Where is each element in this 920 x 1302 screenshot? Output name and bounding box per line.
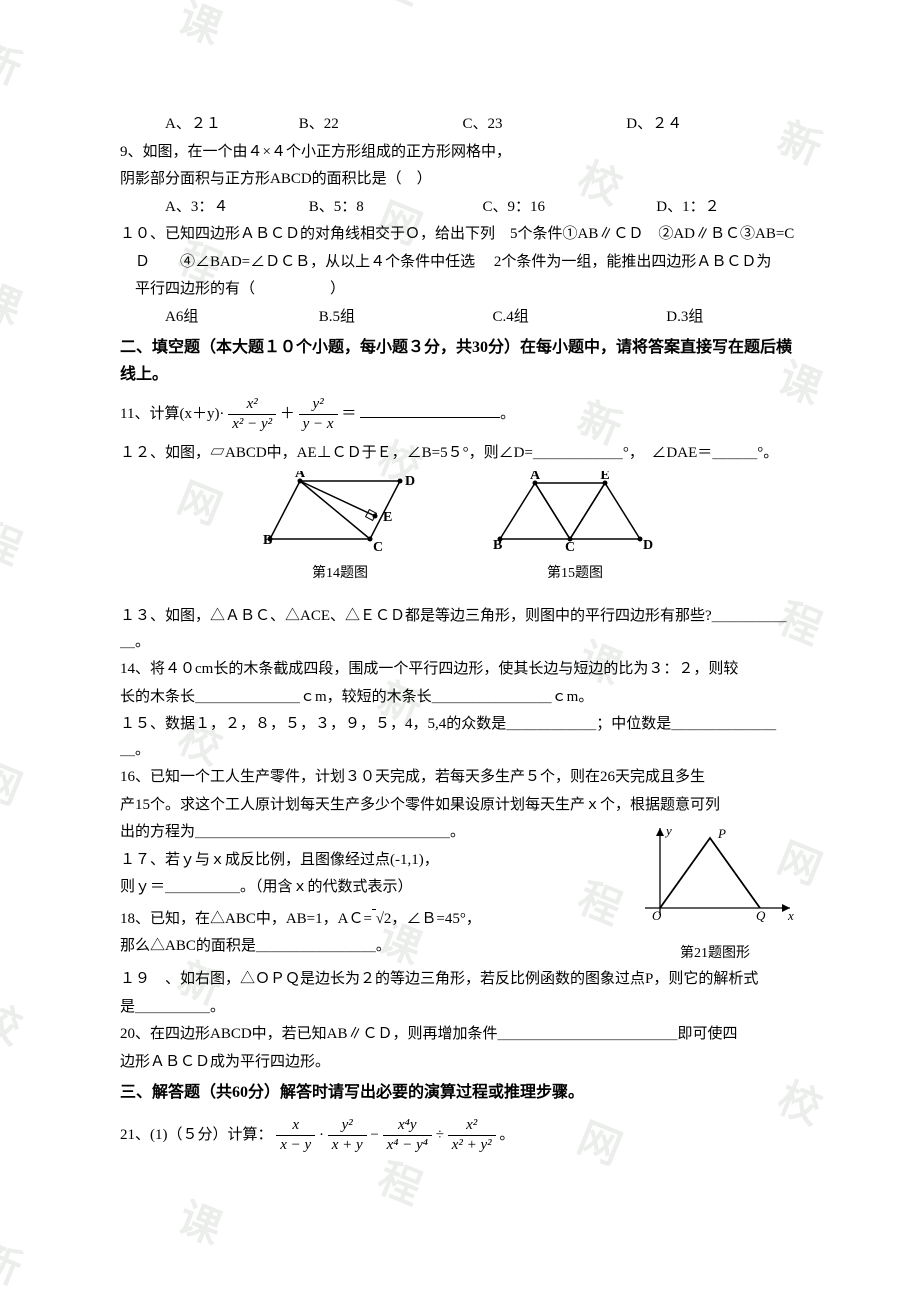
q15: １５、数据１，２，８，５，３，９，５，4，5,4的众数是＿＿＿＿＿＿；中位数是＿… <box>120 712 800 763</box>
document-body: A、２１ B、22 C、23 D、２４ 9、如图，在一个由４×４个小正方形组成的… <box>0 0 920 1256</box>
q16-l1: 16、已知一个工人生产零件，计划３０天完成，若每天多生产５个，则在26天完成且多… <box>120 765 800 791</box>
svg-text:y: y <box>664 823 672 838</box>
blank <box>360 403 500 418</box>
opt-c: C、9：16 <box>483 195 653 221</box>
q10-text-1: １０、已知四边形ＡＢＣＤ的对角线相交于Ｏ，给出下列 5个条件①AB∥ＣＤ ②AD… <box>120 222 800 248</box>
opt-d: D、1：２ <box>656 199 719 215</box>
opt-b: B、22 <box>299 112 459 138</box>
q9-text-2: 阴影部分面积与正方形ABCD的面积比是（ ） <box>120 167 800 193</box>
svg-text:Q: Q <box>756 908 766 923</box>
svg-text:E: E <box>600 471 609 483</box>
fig21-caption: 第21题图形 <box>630 942 800 966</box>
opt-b: B、5：8 <box>309 195 479 221</box>
section-3-heading: 三、解答题（共60分）解答时请写出必要的演算过程或推理步骤。 <box>120 1079 800 1106</box>
q19-l2: 是＿＿＿＿＿。 <box>120 995 800 1021</box>
fig15-caption: 第15题图 <box>485 562 665 586</box>
q10-options: A6组 B.5组 C.4组 D.3组 <box>120 305 800 331</box>
q10-text-3: 平行四边形的有（ ） <box>120 277 800 303</box>
section-2-heading: 二、填空题（本大题１０个小题，每小题３分，共30分）在每小题中，请将答案直接写在… <box>120 334 800 388</box>
opt-a: A、3：４ <box>165 195 305 221</box>
q13: １３、如图，△ＡＢＣ、△ACE、△ＥＣＤ都是等边三角形，则图中的平行四边形有那些… <box>120 604 800 655</box>
q21: 21、(1)（５分）计算： xx − y · y²x + y − x⁴yx⁴ −… <box>120 1117 800 1154</box>
opt-b: B.5组 <box>319 305 489 331</box>
svg-text:D: D <box>405 474 415 489</box>
opt-d: D.3组 <box>666 309 703 325</box>
q14-l2: 长的木条长＿＿＿＿＿＿＿ｃm，较短的木条长＿＿＿＿＿＿＿＿ｃm。 <box>120 685 800 711</box>
svg-text:C: C <box>565 540 575 551</box>
opt-c: C.4组 <box>493 305 663 331</box>
figure-15: A E B C D 第15题图 <box>485 471 665 586</box>
q9-options: A、3：４ B、5：8 C、9：16 D、1：２ <box>120 195 800 221</box>
svg-text:A: A <box>530 471 541 483</box>
q16-19-block: O Q x y P 第21题图形 出的方程为＿＿＿＿＿＿＿＿＿＿＿＿＿＿＿＿＿。… <box>120 820 800 965</box>
svg-text:B: B <box>263 533 272 548</box>
q19-l1: １９ 、如右图，△ＯＰＱ是边长为２的等边三角形，若反比例函数的图象过点P，则它的… <box>120 967 800 993</box>
q8-options: A、２１ B、22 C、23 D、２４ <box>120 112 800 138</box>
svg-text:E: E <box>383 510 392 525</box>
q11-frac1: x² x² − y² <box>228 396 276 433</box>
q11: 11、计算(x＋y)· x² x² − y² ＋ y² y − x ＝ 。 <box>120 396 800 433</box>
fig14-caption: 第14题图 <box>255 562 425 586</box>
svg-text:A: A <box>295 471 306 481</box>
q11-frac2: y² y − x <box>299 396 338 433</box>
svg-text:B: B <box>493 538 502 551</box>
svg-text:D: D <box>643 538 653 551</box>
q12: １２、如图，▱ABCD中，AE⊥ＣＤ于Ｅ，∠B=5５°，则∠D=＿＿＿＿＿＿°，… <box>120 441 800 467</box>
opt-d: D、２４ <box>626 116 682 132</box>
opt-a: A、２１ <box>165 112 295 138</box>
svg-text:P: P <box>717 826 726 841</box>
q14-l1: 14、将４０cm长的木条截成四段，围成一个平行四边形，使其长边与短边的比为３：２… <box>120 657 800 683</box>
figure-21: O Q x y P 第21题图形 <box>630 820 800 965</box>
svg-text:x: x <box>787 908 794 923</box>
q9-text-1: 9、如图，在一个由４×４个小正方形组成的正方形网格中， <box>120 140 800 166</box>
svg-text:O: O <box>652 908 662 923</box>
svg-text:C: C <box>373 540 383 551</box>
q10-text-2: Ｄ ④∠BAD=∠ＤＣＢ，从以上４个条件中任选 2个条件为一组，能推出四边形ＡＢ… <box>120 250 800 276</box>
figure-14: A D B C E 第14题图 <box>255 471 425 586</box>
opt-a: A6组 <box>165 305 315 331</box>
q11-pre: 11、计算(x＋y)· <box>120 406 224 422</box>
opt-c: C、23 <box>463 112 623 138</box>
q20-l2: 边形ＡＢＣＤ成为平行四边形。 <box>120 1050 800 1076</box>
q20-l1: 20、在四边形ABCD中，若已知AB∥ＣＤ，则再增加条件＿＿＿＿＿＿＿＿＿＿＿＿… <box>120 1022 800 1048</box>
q16-l2: 产15个。求这个工人原计划每天生产多少个零件如果设原计划每天生产ｘ个，根据题意可… <box>120 793 800 819</box>
figure-group: A D B C E 第14题图 A E B C D 第15题图 <box>120 471 800 586</box>
